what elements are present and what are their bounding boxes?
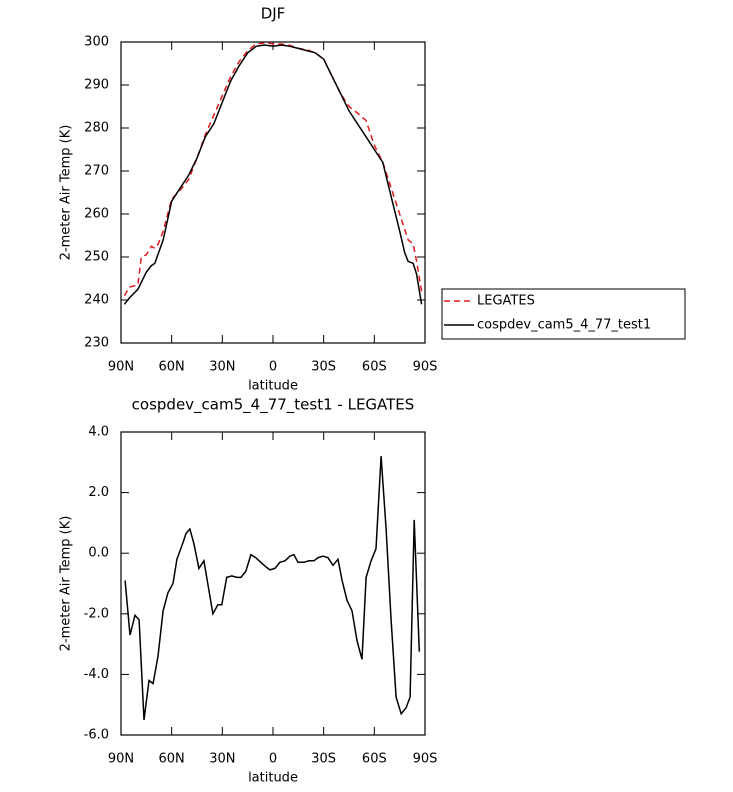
x-tick-label: 90S — [413, 752, 438, 767]
x-tick-label: 90N — [108, 752, 134, 767]
y-tick-label: -6.0 — [84, 728, 109, 743]
chart-title: DJF — [261, 5, 286, 23]
y-tick-label: 290 — [84, 78, 109, 93]
x-tick-label: 60N — [159, 360, 185, 375]
y-tick-label: 250 — [84, 250, 109, 265]
y-axis-label: 2-meter Air Temp (K) — [59, 516, 74, 652]
x-tick-label: 90N — [108, 360, 134, 375]
x-tick-label: 30S — [311, 360, 336, 375]
x-axis-label: latitude — [248, 771, 298, 786]
x-tick-label: 60S — [362, 360, 387, 375]
y-tick-label: 280 — [84, 121, 109, 136]
legend-label: cospdev_cam5_4_77_test1 — [477, 318, 651, 333]
legend-box — [441, 288, 686, 340]
x-tick-label: 30N — [209, 752, 235, 767]
y-axis-label: 2-meter Air Temp (K) — [59, 125, 74, 261]
y-tick-label: 0.0 — [88, 546, 109, 561]
y-tick-label: 240 — [84, 293, 109, 308]
y-tick-label: 260 — [84, 207, 109, 222]
legend-label: LEGATES — [477, 294, 535, 309]
x-tick-label: 60N — [159, 752, 185, 767]
plot-frame — [120, 431, 426, 736]
y-tick-label: 300 — [84, 35, 109, 50]
data-line — [124, 456, 421, 720]
x-tick-label: 60S — [362, 752, 387, 767]
y-tick-label: -2.0 — [84, 606, 109, 621]
x-tick-label: 30N — [209, 360, 235, 375]
x-axis-label: latitude — [248, 379, 298, 394]
data-line — [123, 42, 423, 297]
y-tick-label: 230 — [84, 336, 109, 351]
x-tick-label: 0 — [269, 360, 277, 375]
x-tick-label: 30S — [311, 752, 336, 767]
y-tick-label: 2.0 — [88, 485, 109, 500]
x-tick-label: 0 — [269, 752, 277, 767]
data-line — [123, 44, 423, 305]
x-tick-label: 90S — [413, 360, 438, 375]
chart-title: cospdev_cam5_4_77_test1 - LEGATES — [132, 396, 415, 415]
y-tick-label: 270 — [84, 164, 109, 179]
y-tick-label: -4.0 — [84, 667, 109, 682]
plot-frame — [120, 41, 426, 344]
y-tick-label: 4.0 — [88, 425, 109, 440]
